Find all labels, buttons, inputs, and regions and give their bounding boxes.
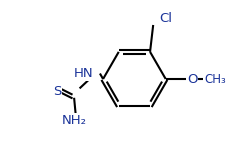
Text: O: O (187, 73, 198, 85)
Text: S: S (53, 85, 61, 98)
Text: NH₂: NH₂ (62, 114, 86, 127)
Text: Cl: Cl (160, 12, 172, 25)
Text: CH₃: CH₃ (205, 73, 227, 85)
Text: HN: HN (74, 67, 94, 80)
